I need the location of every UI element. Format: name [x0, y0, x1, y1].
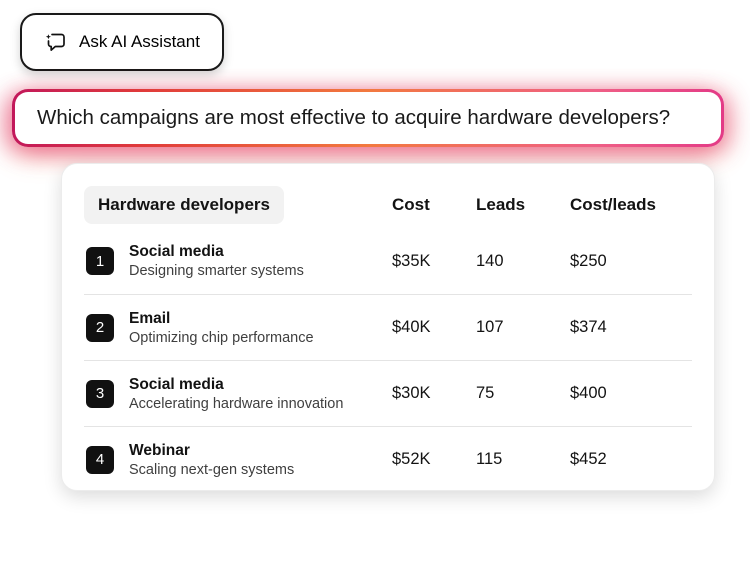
channel-label: Social media: [129, 375, 224, 393]
query-text: Which campaigns are most effective to ac…: [37, 106, 671, 129]
cost-per-lead-value: $374: [570, 318, 607, 336]
cost-per-lead-value: $400: [570, 384, 607, 402]
leads-value: 115: [476, 450, 503, 468]
table-row: 4 Webinar Scaling next-gen systems $52K …: [84, 426, 692, 492]
ai-chat-sparkle-icon: [44, 30, 68, 54]
rank-badge: 3: [86, 379, 114, 408]
table-row: 2 Email Optimizing chip performance $40K…: [84, 294, 692, 360]
segment-chip: Hardware developers: [84, 186, 284, 224]
query-bar-gradient-frame: Which campaigns are most effective to ac…: [12, 89, 724, 147]
channel-label: Webinar: [129, 441, 190, 459]
rank-badge: 4: [86, 445, 114, 474]
cost-value: $30K: [392, 384, 431, 402]
campaign-name: Scaling next-gen systems: [129, 461, 295, 478]
ask-ai-assistant-button[interactable]: Ask AI Assistant: [20, 13, 224, 71]
table-header-row: Hardware developers Cost Leads Cost/lead…: [84, 182, 692, 228]
leads-value: 75: [476, 384, 495, 402]
campaign-name: Accelerating hardware innovation: [129, 395, 344, 412]
cost-value: $40K: [392, 318, 431, 336]
campaign-results-card: Hardware developers Cost Leads Cost/lead…: [61, 163, 715, 491]
ask-ai-assistant-label: Ask AI Assistant: [79, 32, 200, 51]
column-header-cost-per-lead: Cost/leads: [570, 195, 656, 214]
table-row: 3 Social media Accelerating hardware inn…: [84, 360, 692, 426]
leads-value: 107: [476, 318, 504, 336]
campaign-name: Designing smarter systems: [129, 263, 304, 279]
cost-per-lead-value: $452: [570, 450, 607, 468]
column-header-leads: Leads: [476, 195, 526, 214]
column-header-cost: Cost: [392, 195, 430, 214]
table-row: 1 Social media Designing smarter systems…: [84, 228, 692, 294]
campaign-name: Optimizing chip performance: [129, 329, 314, 346]
channel-label: Social media: [129, 243, 224, 260]
cost-value: $52K: [392, 450, 431, 468]
channel-label: Email: [129, 309, 171, 327]
query-input[interactable]: Which campaigns are most effective to ac…: [15, 92, 721, 144]
rank-badge: 1: [86, 247, 114, 275]
cost-value: $35K: [392, 251, 431, 270]
leads-value: 140: [476, 251, 504, 270]
rank-badge: 2: [86, 313, 114, 342]
cost-per-lead-value: $250: [570, 251, 607, 270]
